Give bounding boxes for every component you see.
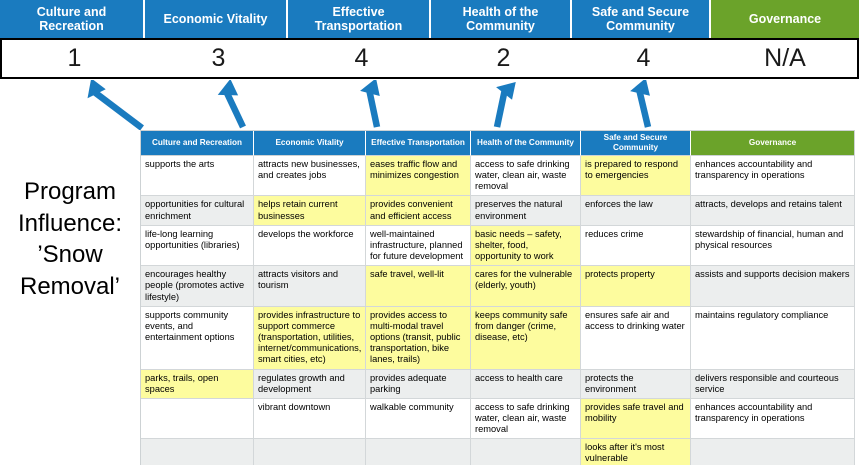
table-cell: looks after it's most vulnerable: [581, 439, 691, 465]
table-cell: preserves the natural environment: [471, 196, 581, 226]
score-row: 1 3 4 2 4 N/A: [0, 38, 859, 79]
score-band-cell-safe: Safe and Secure Community: [572, 0, 711, 38]
table-cell: [141, 398, 254, 440]
table-cell: protects the environment: [581, 369, 691, 399]
score-value-health: 2: [496, 44, 511, 72]
table-header-cell-governance: Governance: [691, 131, 855, 156]
table-row: looks after it's most vulnerable: [141, 439, 855, 465]
score-value-transportation: 4: [354, 44, 369, 72]
score-band-cell-health: Health of the Community: [431, 0, 572, 38]
table-cell: walkable community: [366, 398, 471, 440]
table-cell: well-maintained infrastructure, planned …: [366, 225, 471, 267]
table-cell: protects property: [581, 266, 691, 307]
table-header-row: Culture and Recreation Economic Vitality…: [141, 131, 855, 156]
arrows-svg: [87, 80, 652, 130]
table-cell: stewardship of financial, human and phys…: [691, 225, 855, 267]
score-value-safe: 4: [636, 44, 651, 72]
program-title: Program Influence: ’Snow Removal’: [17, 178, 123, 301]
table-cell: cares for the vulnerable (elderly, youth…: [471, 266, 581, 307]
table-cell: assists and supports decision makers: [691, 266, 855, 307]
table-cell: provides access to multi-modal travel op…: [366, 306, 471, 370]
table-cell: provides convenient and efficient access: [366, 196, 471, 226]
table-cell: supports the arts: [141, 156, 254, 197]
table-cell: attracts, develops and retains talent: [691, 196, 855, 226]
table-cell: opportunities for cultural enrichment: [141, 196, 254, 226]
table-row: supports the arts attracts new businesse…: [141, 156, 855, 197]
arrow-icon: [217, 80, 246, 129]
arrow-icon: [493, 81, 516, 128]
score-band-cell-culture: Culture and Recreation: [0, 0, 145, 38]
score-band-cell-transportation: Effective Transportation: [288, 0, 431, 38]
arrow-icon: [360, 80, 381, 128]
table-cell: access to health care: [471, 369, 581, 399]
table-cell: provides infrastructure to support comme…: [254, 306, 366, 370]
arrow-icon: [87, 80, 144, 130]
influence-table: Culture and Recreation Economic Vitality…: [140, 130, 855, 465]
table-row: encourages healthy people (promotes acti…: [141, 266, 855, 307]
table-header-cell-safe: Safe and Secure Community: [581, 131, 691, 156]
table-header-cell-transportation: Effective Transportation: [366, 131, 471, 156]
table-header-cell-economic: Economic Vitality: [254, 131, 366, 156]
table-cell: ensures safe air and access to drinking …: [581, 306, 691, 370]
table-cell: [254, 439, 366, 465]
table-cell: maintains regulatory compliance: [691, 306, 855, 370]
table-header-cell-culture: Culture and Recreation: [141, 131, 254, 156]
table-cell: supports community events, and entertain…: [141, 306, 254, 370]
table-row: vibrant downtown walkable community acce…: [141, 398, 855, 440]
table-cell: attracts new businesses, and creates job…: [254, 156, 366, 197]
table-cell: delivers responsible and courteous servi…: [691, 369, 855, 399]
table-cell: reduces crime: [581, 225, 691, 267]
table-cell: enhances accountability and transparency…: [691, 398, 855, 440]
table-cell: eases traffic flow and minimizes congest…: [366, 156, 471, 197]
table-cell: life-long learning opportunities (librar…: [141, 225, 254, 267]
table-cell: encourages healthy people (promotes acti…: [141, 266, 254, 307]
table-cell: enforces the law: [581, 196, 691, 226]
table-cell: keeps community safe from danger (crime,…: [471, 306, 581, 370]
table-cell: enhances accountability and transparency…: [691, 156, 855, 197]
table-cell: provides safe travel and mobility: [581, 398, 691, 440]
table-row: parks, trails, open spaces regulates gro…: [141, 369, 855, 399]
table-cell: [471, 439, 581, 465]
table-cell: safe travel, well-lit: [366, 266, 471, 307]
table-row: life-long learning opportunities (librar…: [141, 225, 855, 267]
table-cell: provides adequate parking: [366, 369, 471, 399]
table-cell: regulates growth and development: [254, 369, 366, 399]
score-band: Culture and Recreation Economic Vitality…: [0, 0, 859, 38]
table-cell: is prepared to respond to emergencies: [581, 156, 691, 197]
table-cell: access to safe drinking water, clean air…: [471, 156, 581, 197]
score-value-economic: 3: [211, 44, 226, 72]
table-row: opportunities for cultural enrichment he…: [141, 196, 855, 226]
table-cell: attracts visitors and tourism: [254, 266, 366, 307]
table-cell: basic needs – safety, shelter, food, opp…: [471, 225, 581, 267]
score-band-cell-governance: Governance: [711, 0, 859, 38]
table-header-cell-health: Health of the Community: [471, 131, 581, 156]
table-row: supports community events, and entertain…: [141, 306, 855, 370]
table-cell: [691, 439, 855, 465]
table-body: supports the arts attracts new businesse…: [141, 156, 855, 465]
table-cell: vibrant downtown: [254, 398, 366, 440]
table-cell: parks, trails, open spaces: [141, 369, 254, 399]
table-cell: [141, 439, 254, 465]
table-cell: helps retain current businesses: [254, 196, 366, 226]
table-cell: develops the workforce: [254, 225, 366, 267]
table-cell: access to safe drinking water, clean air…: [471, 398, 581, 440]
table-cell: [366, 439, 471, 465]
score-value-governance: N/A: [764, 44, 806, 72]
score-band-cell-economic: Economic Vitality: [145, 0, 288, 38]
score-value-culture: 1: [67, 44, 82, 72]
arrow-icon: [630, 80, 652, 128]
